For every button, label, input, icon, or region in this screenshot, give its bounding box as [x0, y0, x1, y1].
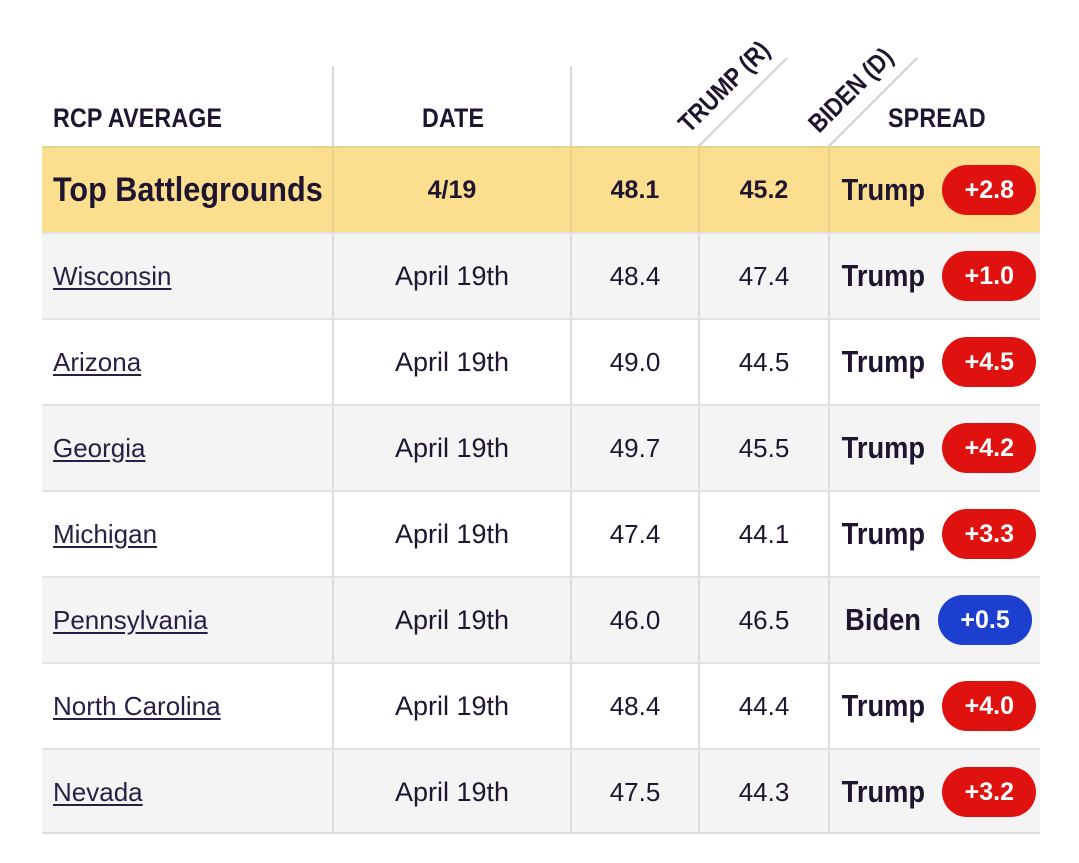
row-date: April 19th — [394, 260, 510, 291]
spread: Trump +4.0 — [832, 664, 1040, 748]
table-row: Arizona April 19th 49.0 44.5 Trump +4.5 — [42, 318, 1040, 404]
spread-margin-badge: +4.2 — [942, 423, 1037, 473]
spread: Trump +3.2 — [832, 750, 1040, 834]
trump-value: 47.4 — [609, 518, 661, 549]
table-row: Georgia April 19th 49.7 45.5 Trump +4.2 — [42, 404, 1040, 490]
spread-leader: Trump — [841, 516, 925, 551]
state-link[interactable]: Pennsylvania — [53, 604, 208, 635]
header-divider — [332, 66, 334, 146]
state-link[interactable]: Michigan — [53, 518, 158, 549]
spread-margin-badge: +1.0 — [942, 251, 1037, 301]
biden-value: 44.4 — [738, 690, 790, 721]
state-link[interactable]: North Carolina — [53, 690, 221, 721]
table-header: RCP AVERAGE DATE TRUMP (R) BIDEN (D) SPR… — [42, 0, 1040, 148]
state-link[interactable]: Nevada — [53, 776, 143, 807]
table-row: Michigan April 19th 47.4 44.1 Trump +3.3 — [42, 490, 1040, 576]
spread-margin-badge: +4.5 — [942, 337, 1037, 387]
header-divider — [570, 66, 572, 146]
biden-value: 45.2 — [739, 175, 789, 204]
biden-value: 44.5 — [738, 346, 790, 377]
header-rcp-average[interactable]: RCP AVERAGE — [53, 103, 223, 133]
spread: Trump +4.2 — [832, 406, 1040, 490]
trump-value: 47.5 — [609, 776, 661, 807]
spread-margin-badge: +3.3 — [942, 509, 1037, 559]
spread: Trump +1.0 — [832, 234, 1040, 318]
header-spread[interactable]: SPREAD — [888, 103, 986, 133]
spread: Trump +4.5 — [832, 320, 1040, 404]
row-date: April 19th — [394, 604, 510, 635]
table-bottom-border — [42, 832, 1040, 834]
table-row: Wisconsin April 19th 48.4 47.4 Trump +1.0 — [42, 232, 1040, 318]
top-battlegrounds-row: Top Battlegrounds 4/19 48.1 45.2 Trump +… — [42, 146, 1040, 232]
row-date: April 19th — [394, 518, 510, 549]
biden-value: 46.5 — [738, 604, 790, 635]
trump-value: 49.0 — [609, 346, 661, 377]
state-link[interactable]: Wisconsin — [53, 260, 172, 291]
spread-leader: Biden — [845, 602, 921, 637]
polling-table: RCP AVERAGE DATE TRUMP (R) BIDEN (D) SPR… — [42, 0, 1040, 834]
spread-leader: Trump — [841, 430, 925, 465]
row-name: Top Battlegrounds — [53, 170, 323, 209]
trump-value: 48.4 — [609, 260, 661, 291]
state-link[interactable]: Arizona — [53, 346, 142, 377]
trump-value: 48.4 — [609, 690, 661, 721]
spread: Trump +3.3 — [832, 492, 1040, 576]
biden-value: 47.4 — [738, 260, 790, 291]
row-date: April 19th — [394, 346, 510, 377]
row-date: April 19th — [394, 432, 510, 463]
row-date: 4/19 — [427, 175, 477, 204]
state-rows: Wisconsin April 19th 48.4 47.4 Trump +1.0 Ariz… — [42, 232, 1040, 834]
spread-leader: Trump — [841, 258, 925, 293]
spread: Biden +0.5 — [832, 578, 1040, 662]
spread-leader: Trump — [841, 774, 925, 809]
row-date: April 19th — [394, 690, 510, 721]
spread-margin-badge: +0.5 — [938, 595, 1033, 645]
table-row: North Carolina April 19th 48.4 44.4 Trump +4.… — [42, 662, 1040, 748]
spread: Trump +2.8 — [832, 148, 1040, 232]
biden-value: 44.3 — [738, 776, 790, 807]
trump-value: 48.1 — [610, 175, 660, 204]
header-trump[interactable]: TRUMP (R) — [672, 34, 776, 139]
table-row: Nevada April 19th 47.5 44.3 Trump +3.2 — [42, 748, 1040, 834]
header-date[interactable]: DATE — [422, 103, 485, 133]
spread-margin-badge: +4.0 — [942, 681, 1037, 731]
biden-value: 45.5 — [738, 432, 790, 463]
spread-margin-badge: +2.8 — [942, 165, 1037, 215]
trump-value: 46.0 — [609, 604, 661, 635]
state-link[interactable]: Georgia — [53, 432, 146, 463]
table-row: Pennsylvania April 19th 46.0 46.5 Biden +0.5 — [42, 576, 1040, 662]
spread-leader: Trump — [841, 172, 925, 207]
spread-leader: Trump — [841, 688, 925, 723]
spread-margin-badge: +3.2 — [942, 767, 1037, 817]
spread-leader: Trump — [841, 344, 925, 379]
row-date: April 19th — [394, 776, 510, 807]
trump-value: 49.7 — [609, 432, 661, 463]
biden-value: 44.1 — [738, 518, 790, 549]
